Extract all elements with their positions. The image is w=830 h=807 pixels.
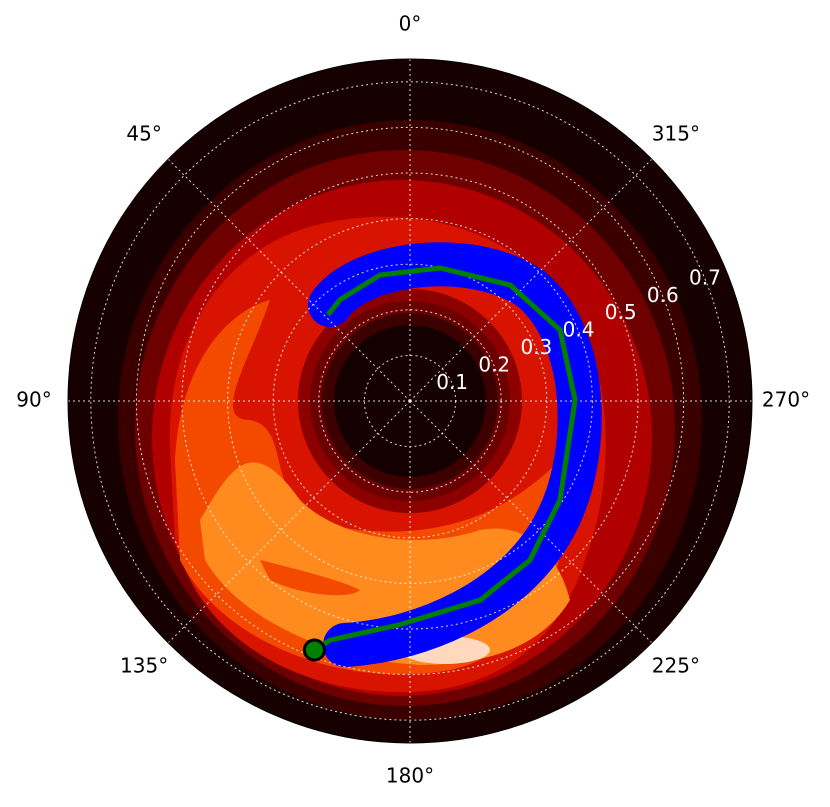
r-tick-label: 0.5 [605,300,637,324]
grid-spoke [167,158,411,402]
r-tick-label: 0.2 [478,353,510,377]
r-tick-label: 0.7 [689,265,721,289]
grid-circle [90,81,730,721]
theta-tick-label: 225° [652,653,700,677]
grid-spoke [409,158,653,402]
theta-tick-label: 180° [386,764,434,788]
theta-tick-label: 135° [120,653,168,677]
grid-spoke [167,400,411,644]
contour-level [260,560,360,596]
r-tick-label: 0.6 [647,283,679,307]
polar-frame [67,58,753,744]
sample-band [308,242,602,667]
r-tick-label: 0.4 [563,318,595,342]
theta-tick-label: 315° [652,122,700,146]
grid-circle [227,218,593,584]
grid-circle [181,172,639,630]
grid [68,59,752,743]
r-tick-label: 0.3 [520,335,552,359]
theta-tick-label: 45° [126,122,161,146]
r-tick-label: 0.1 [436,370,468,394]
grid-circle [135,126,685,676]
grid-spoke [409,400,653,644]
theta-tick-label: 270° [762,388,810,412]
trajectory-line [313,265,578,653]
theta-tick-label: 0° [399,12,422,36]
theta-tick-label: 90° [16,388,51,412]
marks [302,265,578,662]
start-marker [302,638,326,662]
